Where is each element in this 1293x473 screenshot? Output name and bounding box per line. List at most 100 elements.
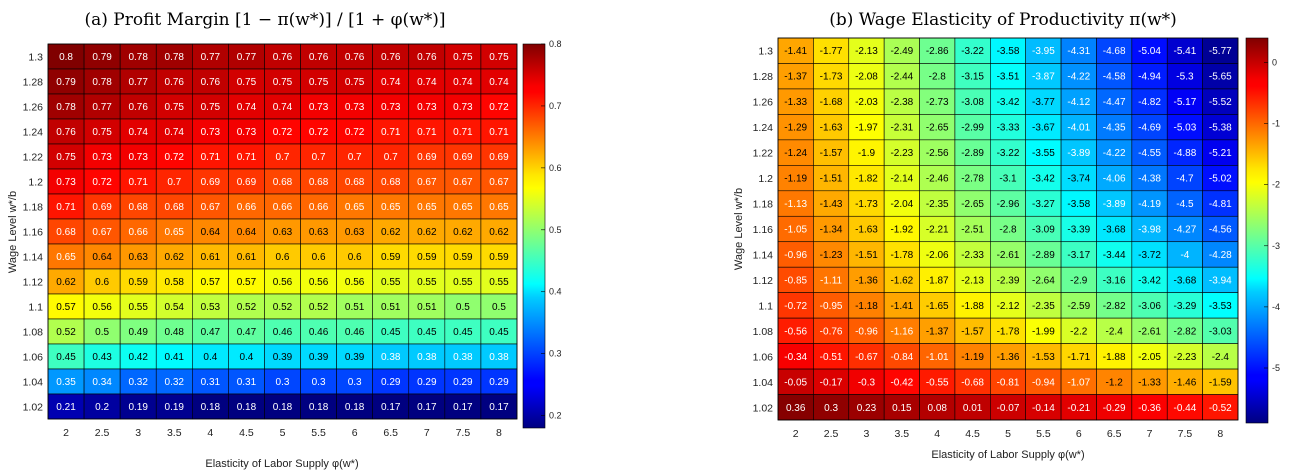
cell-value-label: -3.39 (1067, 225, 1090, 236)
heatmap-cell (1131, 88, 1168, 115)
cell-value-label: 0.62 (165, 252, 185, 263)
heatmap-cell (192, 68, 229, 95)
x-tick-label: 4.5 (965, 428, 980, 440)
cell-value-label: -0.81 (997, 377, 1020, 388)
cell-value-label: -3.29 (1174, 301, 1197, 312)
x-tick-label: 2 (793, 428, 799, 440)
cell-value-label: -5.38 (1209, 123, 1232, 134)
cell-value-label: 0.74 (273, 102, 293, 113)
cell-value-label: 0.76 (273, 52, 293, 63)
heatmap-cell (777, 343, 814, 370)
cell-value-label: 0.78 (165, 52, 185, 63)
colorbar-tick-label: 0.8 (549, 39, 562, 49)
y-tick-label: 1.04 (753, 377, 774, 389)
heatmap-cell (883, 266, 920, 293)
cell-value-label: 0.75 (453, 52, 473, 63)
heatmap-cell (192, 293, 229, 320)
cell-value-label: -0.34 (784, 352, 807, 363)
heatmap-cell (480, 168, 518, 195)
y-tick-label: 1.3 (758, 46, 773, 58)
heatmap-cell (408, 193, 446, 220)
cell-value-label: -3.58 (997, 46, 1020, 57)
cell-value-label: -3.22 (997, 148, 1020, 159)
heatmap-cell (336, 393, 373, 420)
cell-value-label: -1.88 (1103, 352, 1126, 363)
cell-value-label: 0.41 (165, 352, 185, 363)
cell-value-label: 0.72 (165, 152, 185, 163)
cell-value-label: -0.29 (1103, 403, 1126, 414)
cell-value-label: 0.32 (128, 377, 148, 388)
cell-value-label: -3.27 (1032, 199, 1055, 210)
cell-value-label: -0.56 (784, 326, 807, 337)
x-tick-label: 7.5 (456, 427, 471, 439)
cell-value-label: -2.12 (997, 301, 1020, 312)
y-tick-label: 1.02 (753, 402, 774, 414)
cell-value-label: 0.3 (312, 377, 326, 388)
cell-value-label: 0.68 (56, 227, 76, 238)
heatmap-cell (83, 168, 121, 195)
cell-value-label: 0.68 (309, 177, 329, 188)
cell-value-label: -2.8 (929, 72, 947, 83)
cell-value-label: 0.6 (348, 252, 362, 263)
heatmap-cell (919, 343, 956, 370)
heatmap-cell (1202, 114, 1239, 141)
cell-value-label: -4.28 (1209, 250, 1232, 261)
cell-value-label: 0.75 (237, 77, 257, 88)
heatmap-cell (990, 215, 1026, 243)
panel-b-frame (777, 37, 1239, 421)
cell-value-label: 0.34 (92, 377, 112, 388)
cell-value-label: -2.13 (855, 46, 878, 57)
heatmap-cell (300, 293, 337, 320)
cell-value-label: 0.47 (201, 327, 221, 338)
cell-value-label: 0.3 (348, 377, 362, 388)
cell-value-label: 0.18 (309, 402, 329, 413)
cell-value-label: 0.01 (963, 403, 983, 414)
cell-value-label: -0.21 (1067, 403, 1090, 414)
heatmap-cell (813, 394, 850, 421)
cell-value-label: -2.82 (1103, 301, 1126, 312)
cell-value-label: 0.59 (381, 252, 401, 263)
x-tick-label: 4 (207, 427, 213, 439)
cell-value-label: 0.46 (345, 327, 365, 338)
heatmap-cell (372, 268, 410, 295)
cell-value-label: -2.4 (1212, 352, 1230, 363)
heatmap-cell (300, 168, 337, 195)
cell-value-label: -0.96 (784, 250, 807, 261)
x-tick-label: 6 (1076, 428, 1082, 440)
heatmap-cell (848, 190, 885, 217)
cell-value-label: -2.35 (926, 199, 949, 210)
cell-value-label: 0.78 (56, 102, 76, 113)
heatmap-cell (813, 266, 850, 293)
heatmap-cell (444, 118, 482, 145)
heatmap-cell (1096, 165, 1133, 192)
x-tick-label: 5 (1005, 428, 1011, 440)
cell-value-label: 0.71 (237, 152, 257, 163)
cell-value-label: -3.16 (1103, 275, 1126, 286)
cell-value-label: 0.65 (345, 202, 365, 213)
cell-value-label: -2.64 (1032, 275, 1055, 286)
heatmap-cell (1096, 37, 1133, 64)
heatmap-cell (192, 218, 229, 245)
y-tick-label: 1.08 (753, 326, 774, 338)
cell-value-label: 0.72 (92, 177, 112, 188)
cell-value-label: 0.4 (203, 352, 217, 363)
y-tick-label: 1.2 (758, 173, 773, 185)
cell-value-label: -2.82 (1174, 326, 1197, 337)
heatmap-cell (848, 241, 885, 268)
cell-value-label: 0.68 (381, 177, 401, 188)
cell-value-label: -1.59 (1209, 377, 1232, 388)
cell-value-label: 0.73 (92, 152, 112, 163)
cell-value-label: -3.68 (1174, 275, 1197, 286)
cell-value-label: 0.73 (56, 177, 76, 188)
cell-value-label: -1.68 (820, 97, 843, 108)
cell-value-label: -4.22 (1067, 72, 1090, 83)
cell-value-label: -2.03 (855, 97, 878, 108)
heatmap-cell (119, 243, 157, 270)
heatmap-cell (777, 317, 814, 344)
colorbar-tick-label: -5 (1272, 363, 1280, 373)
cell-value-label: -1.29 (784, 123, 807, 134)
heatmap-cell (883, 343, 920, 370)
heatmap-cell (300, 118, 337, 145)
heatmap-cell (954, 190, 991, 217)
cell-value-label: -2.9 (1070, 275, 1088, 286)
